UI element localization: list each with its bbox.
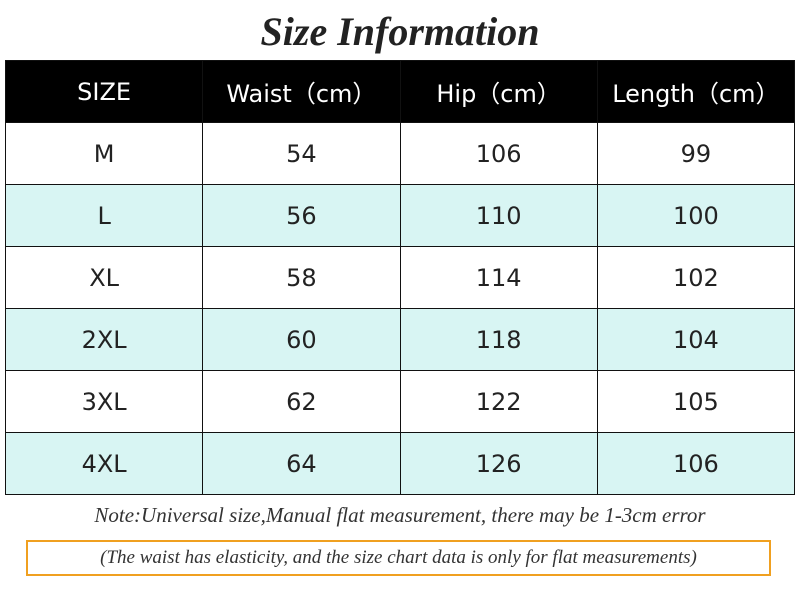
table-cell: L (4, 184, 204, 247)
table-cell: 58 (202, 246, 401, 309)
table-cell: 110 (399, 184, 598, 247)
header-cell: Hip（cm） (399, 60, 598, 123)
table-cell: 99 (596, 122, 796, 185)
table-row: 4XL 64 126 106 (4, 432, 796, 495)
table-cell: 114 (399, 246, 598, 309)
size-table: SIZE Waist（cm） Hip（cm） Length（cm） M 54 106 99 L… (4, 60, 796, 495)
table-cell: 2XL (4, 308, 204, 371)
table-cell: 104 (596, 308, 796, 371)
table-cell: 3XL (4, 370, 204, 433)
header-row: SIZE Waist（cm） Hip（cm） Length（cm） (4, 60, 796, 123)
remark: (The waist has elasticity, and the size … (26, 540, 771, 576)
table-cell: 126 (399, 432, 598, 495)
table-cell: 102 (596, 246, 796, 309)
table-cell: XL (4, 246, 204, 309)
table-cell: 118 (399, 308, 598, 371)
table-cell: 56 (202, 184, 401, 247)
table-cell: 62 (202, 370, 401, 433)
table-row: 3XL 62 122 105 (4, 370, 796, 433)
table-row: 2XL 60 118 104 (4, 308, 796, 371)
table-cell: 106 (596, 432, 796, 495)
table-row: L 56 110 100 (4, 184, 796, 247)
table-row: XL 58 114 102 (4, 246, 796, 309)
table-cell: 106 (399, 122, 598, 185)
table-row: M 54 106 99 (4, 122, 796, 185)
table-cell: 4XL (4, 432, 204, 495)
header-cell: Waist（cm） (202, 60, 401, 123)
table-cell: 64 (202, 432, 401, 495)
table-cell: M (4, 122, 204, 185)
table-cell: 122 (399, 370, 598, 433)
table-cell: 54 (202, 122, 401, 185)
note: Note:Universal size,Manual flat measurem… (94, 503, 706, 527)
table-cell: 100 (596, 184, 796, 247)
table-cell: 60 (202, 308, 401, 371)
title: Size Information (260, 9, 540, 54)
table-cell: 105 (596, 370, 796, 433)
header-cell: Length（cm） (596, 60, 796, 123)
header-cell: SIZE (4, 60, 204, 123)
